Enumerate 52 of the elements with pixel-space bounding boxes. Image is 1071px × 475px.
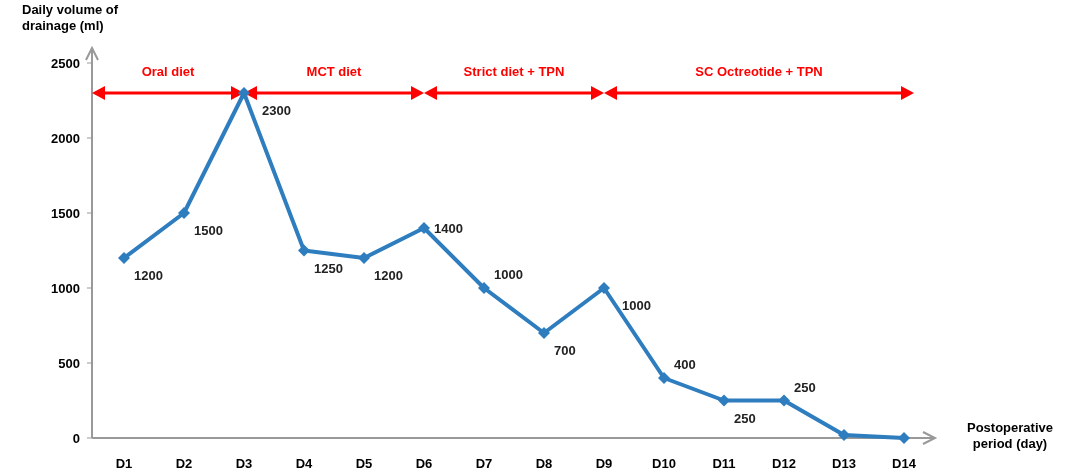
y-tick-label: 1500 — [51, 205, 80, 221]
x-tick-label: D6 — [415, 456, 433, 471]
x-tick-label: D1 — [115, 456, 133, 471]
point — [658, 372, 670, 384]
y-tick-label: 500 — [58, 355, 80, 371]
x-tick-label: D10 — [652, 456, 676, 471]
data-label: 700 — [554, 343, 576, 358]
point — [538, 327, 550, 339]
point — [118, 252, 130, 264]
point — [598, 282, 610, 294]
point — [298, 244, 310, 257]
annotation: Strict diet + TPN — [463, 64, 565, 79]
y-tick-label: 1000 — [51, 280, 80, 296]
annotation: Oral diet — [141, 64, 196, 79]
annotation: MCT diet — [306, 64, 363, 79]
x-tick-label: D7 — [475, 456, 493, 471]
x-tick-label: D14 — [892, 456, 917, 471]
x-tick-label: D3 — [235, 456, 253, 471]
data-label: 1250 — [314, 260, 343, 276]
data-label: 400 — [674, 357, 696, 372]
data-label: 1200 — [374, 268, 403, 283]
y-axis-title: Daily volume of drainage (ml) — [22, 2, 119, 33]
point — [418, 222, 430, 234]
x-tick-label: D13 — [832, 456, 856, 471]
point — [478, 282, 490, 294]
y-tick-label: 0 — [72, 430, 80, 446]
point — [778, 394, 790, 407]
data-label: 1500 — [194, 223, 223, 238]
point — [358, 252, 370, 264]
data-label: 2300 — [262, 103, 291, 118]
x-tick-label: D8 — [535, 456, 553, 471]
data-label: 1400 — [434, 221, 463, 236]
annotation: SC Octreotide + TPN — [695, 64, 823, 79]
x-tick-label: D5 — [355, 456, 373, 471]
x-tick-label: D11 — [712, 456, 736, 471]
y-tick-label: 2000 — [51, 130, 80, 146]
x-tick-label: D12 — [772, 456, 796, 471]
point — [178, 207, 190, 219]
x-tick-label: D2 — [175, 456, 193, 471]
data-label: 1000 — [494, 267, 523, 282]
data-label: 1200 — [134, 268, 163, 283]
x-tick-label: D4 — [295, 456, 314, 471]
point — [838, 429, 850, 441]
point — [718, 394, 730, 407]
x-tick-label: D9 — [595, 456, 613, 471]
data-label: 250 — [734, 410, 756, 426]
data-label: 250 — [794, 379, 816, 395]
data-label: 1000 — [622, 298, 651, 313]
y-tick-label: 2500 — [51, 55, 80, 71]
x-axis-title: Postoperative period (day) — [967, 420, 1053, 451]
point — [898, 432, 910, 444]
point — [238, 87, 250, 99]
